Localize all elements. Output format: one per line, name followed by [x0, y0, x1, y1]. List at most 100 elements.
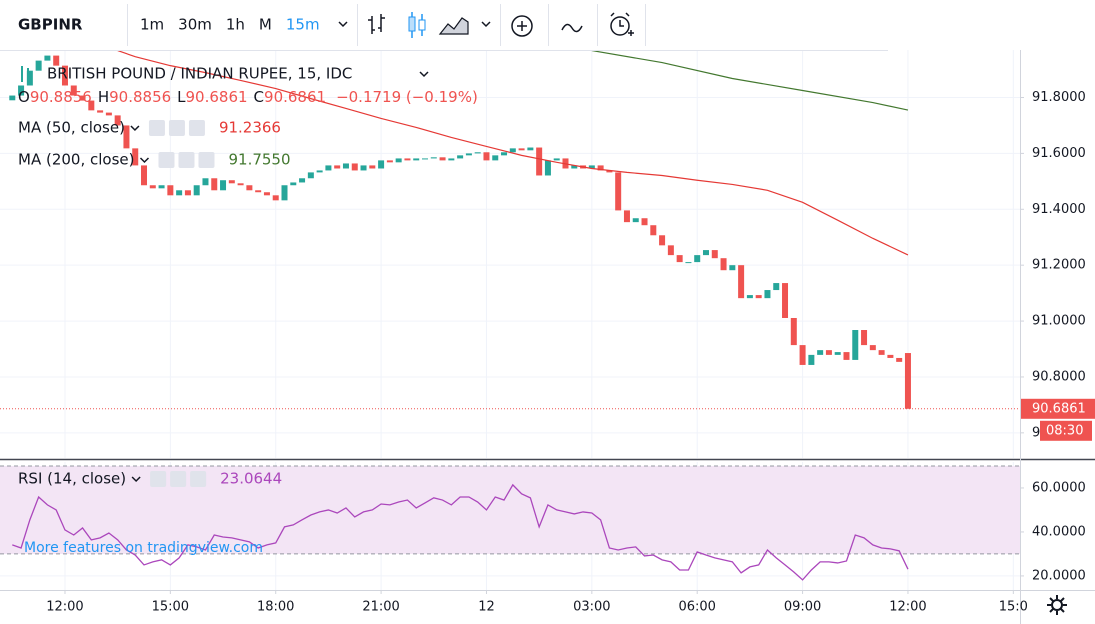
- countdown-label: 08:30: [1046, 423, 1083, 438]
- legend-icon[interactable]: [190, 471, 207, 487]
- chart-type-menu[interactable]: [481, 21, 491, 28]
- candle-body: [325, 165, 332, 171]
- candle-body: [465, 153, 472, 156]
- ohlc-label: C: [254, 88, 264, 106]
- candle-body: [843, 352, 850, 360]
- candle-body: [158, 185, 165, 189]
- indicator-menu[interactable]: [139, 157, 150, 164]
- legend-icon[interactable]: [168, 120, 185, 136]
- candle-body: [105, 112, 112, 116]
- candle-body: [755, 295, 762, 299]
- rsi-y-tick-label: 40.0000: [1032, 524, 1086, 539]
- candle-body: [299, 178, 306, 183]
- interval-button[interactable]: 30m: [178, 16, 212, 34]
- candle-body: [676, 255, 683, 263]
- candle-body: [817, 350, 824, 355]
- legend-icon[interactable]: [150, 471, 167, 487]
- ma-line: [591, 50, 909, 111]
- ohlc-label: L: [177, 88, 186, 106]
- rsi-pane: [12, 483, 909, 581]
- change: −0.1719 (−0.19%): [336, 88, 478, 106]
- x-tick-label: 09:00: [784, 600, 821, 615]
- candle-body: [404, 158, 411, 161]
- candle-body: [641, 218, 648, 226]
- ohlc-label: H: [98, 88, 109, 106]
- indicator-name: MA (200, close): [18, 151, 134, 169]
- candle-body: [255, 190, 262, 193]
- candle-body: [711, 250, 718, 259]
- candle-body: [782, 283, 789, 318]
- candle-body: [834, 352, 841, 355]
- indicators-icon[interactable]: [511, 15, 533, 37]
- candle-body: [193, 185, 200, 196]
- candle-body: [246, 185, 253, 191]
- candle-body: [263, 192, 270, 196]
- candle-body: [702, 250, 709, 256]
- legend-icon[interactable]: [170, 471, 187, 487]
- symbol[interactable]: GBPINR: [18, 16, 83, 34]
- candle-body: [290, 182, 297, 186]
- candles-icon[interactable]: [408, 12, 426, 38]
- interval-button[interactable]: M: [259, 16, 272, 34]
- interval-button[interactable]: 1h: [226, 16, 245, 34]
- alert-icon[interactable]: [610, 12, 634, 36]
- toolbar-separators: [127, 4, 646, 46]
- candle-body: [623, 210, 630, 223]
- candle-body: [650, 225, 657, 236]
- interval-button[interactable]: 15m: [286, 16, 320, 34]
- candle-body: [896, 357, 903, 362]
- candle-body: [386, 160, 393, 163]
- legend-icon[interactable]: [158, 152, 175, 168]
- candle-body: [88, 100, 95, 111]
- candle-body: [430, 157, 437, 159]
- title-menu[interactable]: [419, 71, 429, 78]
- candle-body: [167, 185, 174, 196]
- candle-body: [852, 330, 859, 360]
- candle-body: [307, 172, 314, 179]
- legend: BRITISH POUND / INDIAN RUPEE, 15, IDCO90…: [18, 65, 478, 557]
- candle-body: [281, 185, 288, 201]
- candle-body: [501, 152, 508, 156]
- ohlc-label: O: [18, 88, 30, 106]
- x-tick-label: 21:00: [362, 600, 399, 615]
- candle-body: [606, 170, 613, 173]
- compare-icon[interactable]: [561, 23, 583, 33]
- candle-body: [18, 85, 25, 96]
- ohlc-value: 90.6861: [264, 88, 326, 106]
- ohlc-value: 90.8856: [30, 88, 92, 106]
- legend-icon[interactable]: [178, 152, 195, 168]
- candle-body: [369, 165, 376, 169]
- candle-body: [184, 190, 191, 196]
- interval-button[interactable]: 1m: [140, 16, 164, 34]
- candle-body: [9, 95, 16, 101]
- rsi-y-tick-label: 60.0000: [1032, 480, 1086, 495]
- legend-icon[interactable]: [198, 152, 215, 168]
- y-tick-label: 90.8000: [1032, 369, 1086, 384]
- candle-body: [615, 172, 622, 211]
- candle-body: [869, 345, 876, 351]
- indicator-menu[interactable]: [130, 125, 140, 132]
- bars-icon[interactable]: [368, 14, 385, 34]
- candle-body: [26, 70, 33, 86]
- candle-body: [729, 265, 736, 271]
- area-icon[interactable]: [438, 17, 469, 35]
- candle-body: [904, 353, 911, 409]
- candle-body: [97, 110, 104, 113]
- candle-body: [70, 85, 77, 96]
- candle-body: [764, 290, 771, 299]
- candle-body: [316, 170, 323, 173]
- candle-body: [878, 350, 885, 355]
- legend-icon[interactable]: [148, 120, 165, 136]
- settings-icon[interactable]: [1047, 595, 1067, 615]
- interval-menu[interactable]: [338, 21, 348, 28]
- candle-body: [334, 165, 341, 169]
- rsi-band: [0, 465, 1020, 555]
- x-tick-label: 12:00: [46, 600, 83, 615]
- candle-body: [61, 65, 68, 86]
- indicator-menu[interactable]: [131, 476, 141, 483]
- chart-title: BRITISH POUND / INDIAN RUPEE, 15, IDC: [47, 65, 352, 83]
- candle-body: [738, 265, 745, 299]
- title-icon: [21, 66, 29, 82]
- last-price-badge: [1021, 398, 1095, 419]
- legend-icon[interactable]: [188, 120, 205, 136]
